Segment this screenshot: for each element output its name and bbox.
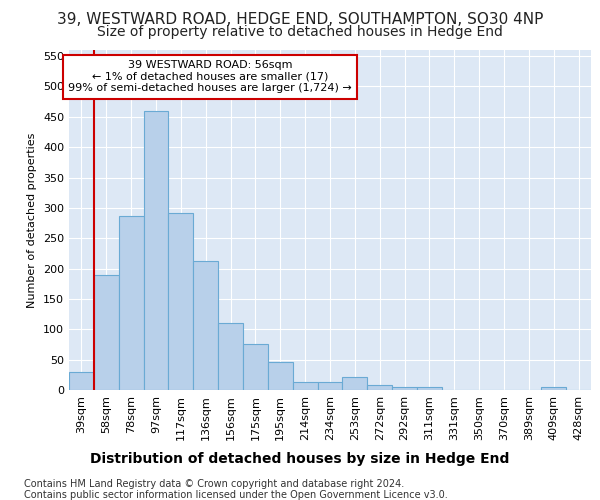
Bar: [69, 372, 94, 390]
Text: Distribution of detached houses by size in Hedge End: Distribution of detached houses by size …: [91, 452, 509, 466]
Text: Contains public sector information licensed under the Open Government Licence v3: Contains public sector information licen…: [24, 490, 448, 500]
Y-axis label: Number of detached properties: Number of detached properties: [28, 132, 37, 308]
Text: Contains HM Land Registry data © Crown copyright and database right 2024.: Contains HM Land Registry data © Crown c…: [24, 479, 404, 489]
Bar: [541, 387, 566, 390]
Text: 39, WESTWARD ROAD, HEDGE END, SOUTHAMPTON, SO30 4NP: 39, WESTWARD ROAD, HEDGE END, SOUTHAMPTO…: [57, 12, 543, 28]
Bar: [268, 362, 293, 390]
Bar: [293, 382, 317, 390]
Bar: [243, 344, 268, 390]
Bar: [367, 384, 392, 390]
Text: Size of property relative to detached houses in Hedge End: Size of property relative to detached ho…: [97, 25, 503, 39]
Bar: [169, 212, 193, 390]
Bar: [218, 323, 243, 390]
Bar: [417, 387, 442, 390]
Bar: [317, 382, 343, 390]
Bar: [94, 274, 119, 390]
Bar: [392, 387, 417, 390]
Text: 39 WESTWARD ROAD: 56sqm
← 1% of detached houses are smaller (17)
99% of semi-det: 39 WESTWARD ROAD: 56sqm ← 1% of detached…: [68, 60, 352, 94]
Bar: [119, 216, 143, 390]
Bar: [193, 260, 218, 390]
Bar: [343, 376, 367, 390]
Bar: [143, 110, 169, 390]
